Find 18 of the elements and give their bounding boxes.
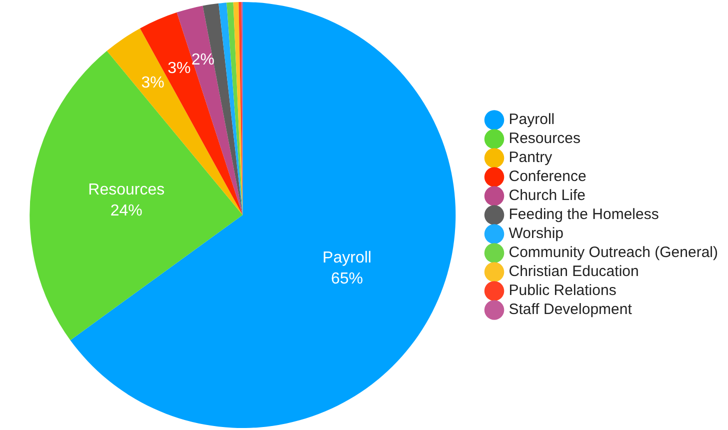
data-label: 65% [330,270,364,288]
data-label: 3% [168,60,191,77]
legend-label: Christian Education [508,263,639,280]
data-label: 3% [141,74,164,92]
legend-label: Staff Development [508,301,633,318]
legend-label: Community Outreach (General) [508,244,718,262]
data-label: 2% [191,52,214,69]
legend-label: Church Life [508,187,586,204]
legend-label: Public Relations [508,282,616,300]
slice-label: Payroll [322,250,372,267]
legend-label: Feeding the Homeless [508,206,659,224]
legend-label: Payroll [508,111,555,128]
data-label: 24% [110,202,142,220]
slice-label: Resources [88,182,165,199]
legend-label: Resources [508,130,580,148]
legend-label: Conference [508,168,586,186]
legend-label: Pantry [508,149,553,166]
legend-label: Worship [508,225,564,242]
